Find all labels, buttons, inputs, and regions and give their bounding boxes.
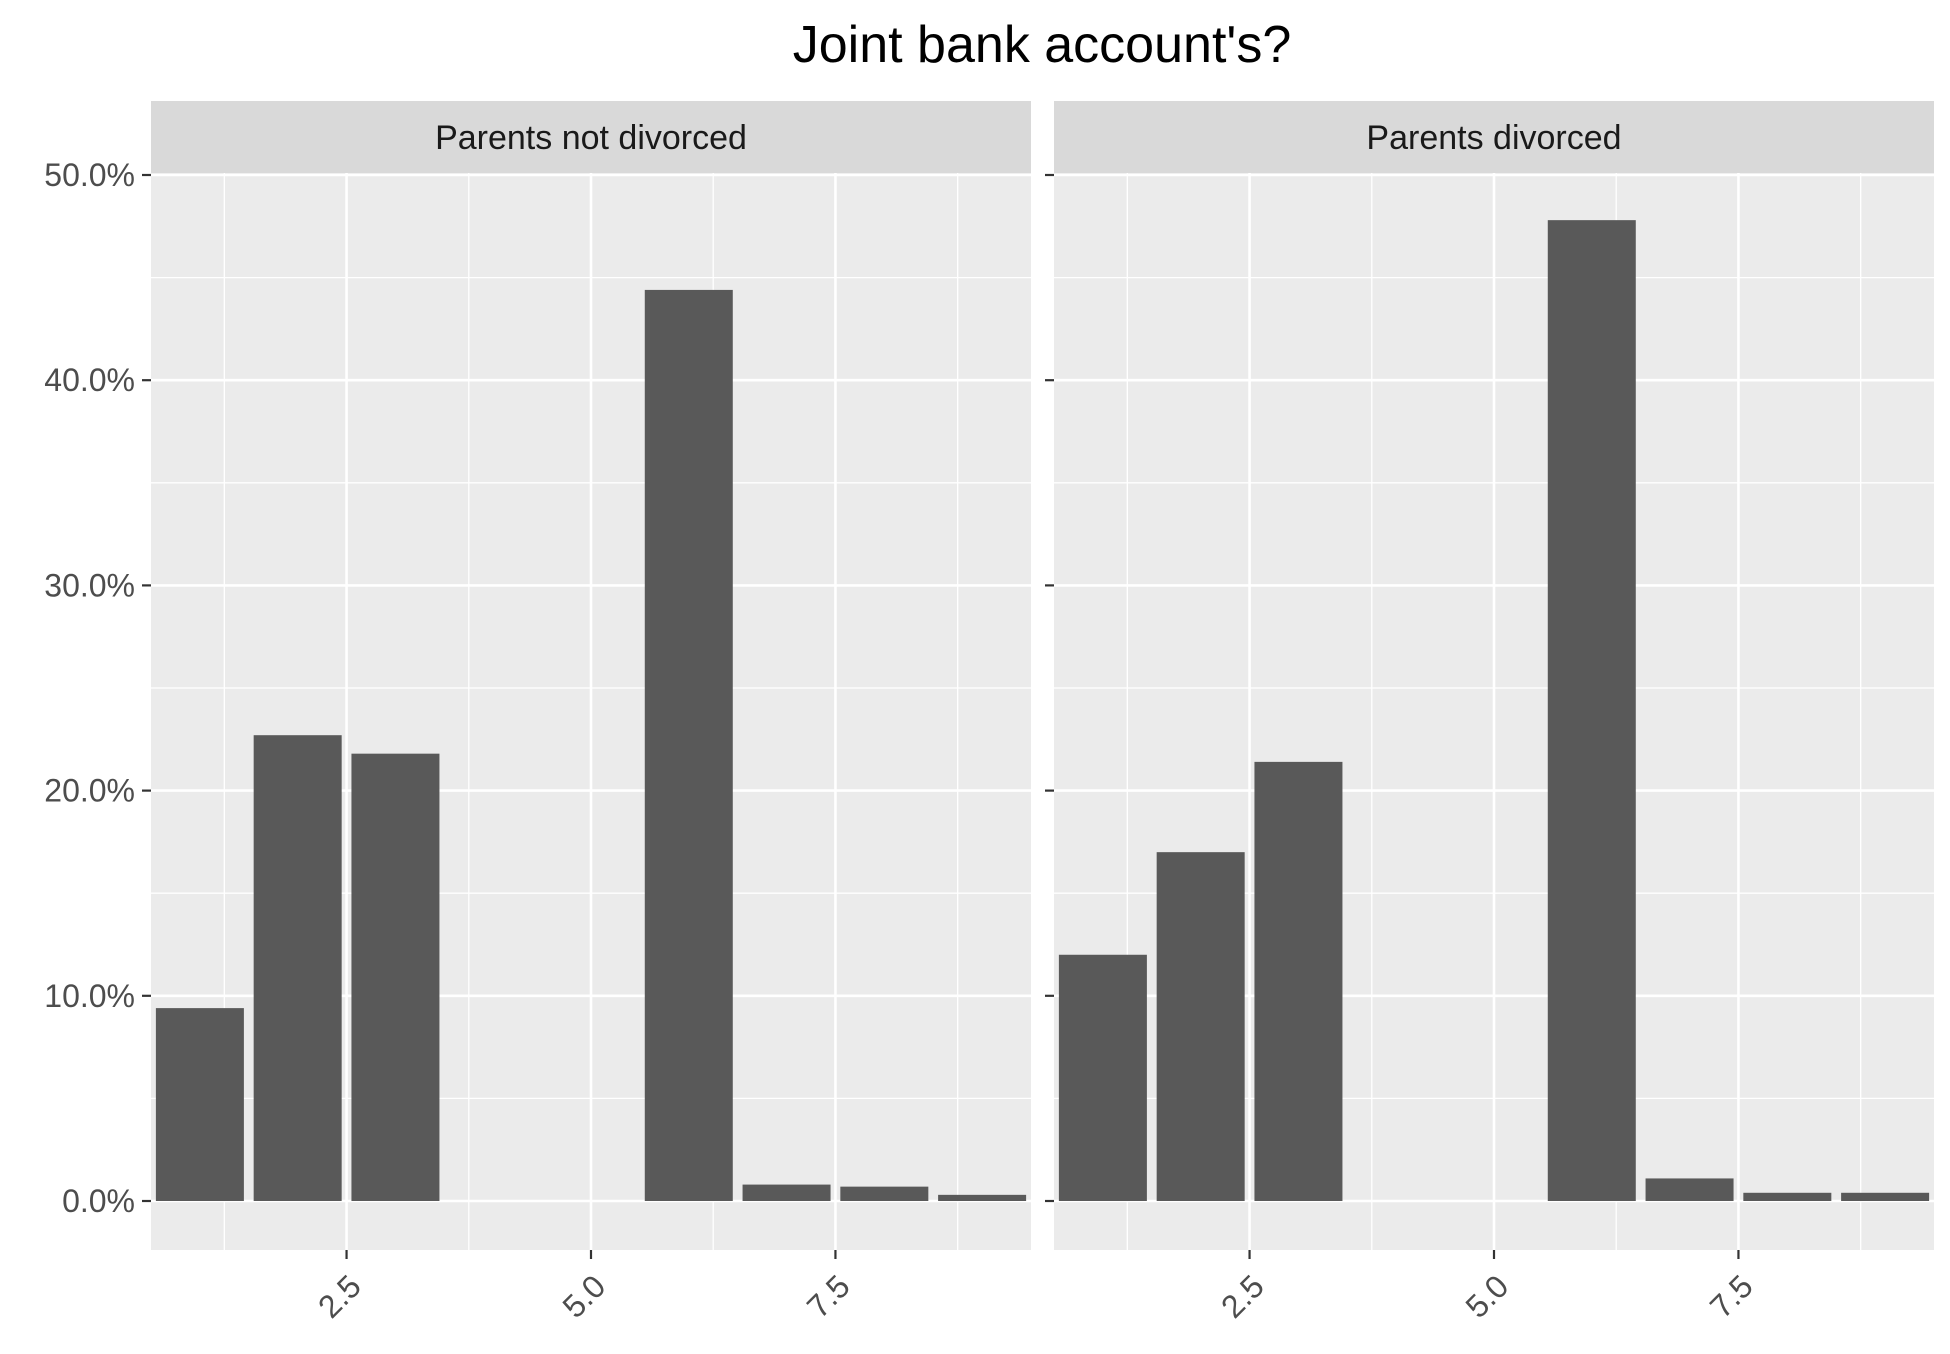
x-tick-label: 5.0: [555, 1268, 612, 1325]
bar: [742, 1184, 831, 1201]
chart-title: Joint bank account's?: [793, 16, 1291, 74]
bar: [938, 1194, 1027, 1201]
facet-strip: [1054, 101, 1934, 173]
x-tick-label: 7.5: [1703, 1268, 1760, 1325]
bar: [1841, 1192, 1930, 1201]
bar: [1254, 761, 1343, 1201]
bar: [1058, 954, 1147, 1201]
bar: [1156, 852, 1245, 1201]
y-tick-label: 20.0%: [44, 773, 135, 809]
bar: [253, 735, 342, 1201]
y-tick-label: 30.0%: [44, 567, 135, 603]
bar: [155, 1008, 244, 1201]
x-tick-label: 7.5: [800, 1268, 857, 1325]
bar: [1645, 1178, 1734, 1201]
bar: [1547, 220, 1636, 1202]
bar: [351, 753, 440, 1201]
facet-strip: [151, 101, 1031, 173]
bar: [840, 1186, 929, 1201]
bar: [644, 289, 733, 1201]
bar: [1743, 1192, 1832, 1201]
facet-strip-label: Parents divorced: [1366, 119, 1621, 157]
x-tick-label: 2.5: [1214, 1268, 1271, 1325]
y-tick-label: 10.0%: [44, 978, 135, 1014]
y-tick-label: 40.0%: [44, 362, 135, 398]
x-tick-label: 2.5: [311, 1268, 368, 1325]
facet-strip-label: Parents not divorced: [435, 119, 747, 157]
y-tick-label: 0.0%: [62, 1183, 135, 1219]
x-tick-label: 5.0: [1458, 1268, 1515, 1325]
y-tick-label: 50.0%: [44, 157, 135, 193]
